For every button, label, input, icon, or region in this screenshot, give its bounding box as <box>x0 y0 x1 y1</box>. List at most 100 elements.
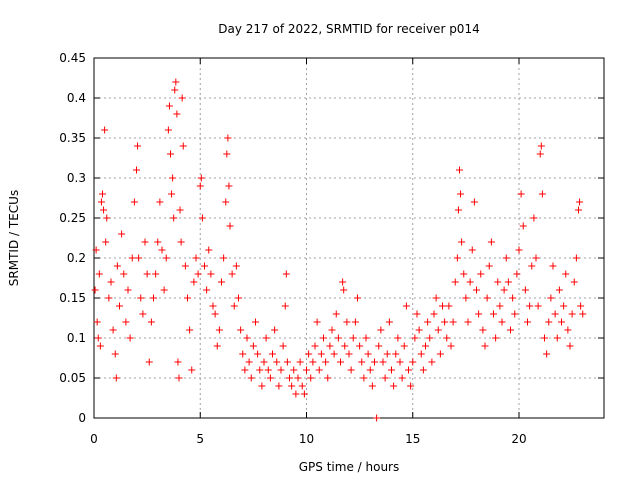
data-point <box>228 270 236 278</box>
data-point <box>394 334 402 342</box>
data-point <box>358 358 366 366</box>
x-axis-label: GPS time / hours <box>299 460 400 474</box>
data-point <box>385 318 393 326</box>
data-point <box>324 374 332 382</box>
data-point <box>322 358 330 366</box>
data-point <box>266 374 274 382</box>
data-point <box>555 286 563 294</box>
data-point <box>447 342 455 350</box>
y-tick-label: 0.2 <box>67 251 86 265</box>
data-point <box>118 230 126 238</box>
data-point <box>490 310 497 318</box>
data-point <box>165 102 173 110</box>
data-point <box>462 294 470 302</box>
data-point <box>137 294 145 302</box>
data-point <box>320 334 327 342</box>
data-point <box>498 318 506 326</box>
data-point <box>436 350 444 358</box>
data-point <box>466 278 474 286</box>
data-point <box>269 350 276 358</box>
grid-lines <box>94 58 604 418</box>
data-point <box>188 366 196 374</box>
data-point <box>260 358 268 366</box>
data-point <box>223 150 231 158</box>
data-point <box>222 198 230 206</box>
data-point <box>496 302 504 310</box>
data-point <box>224 134 232 142</box>
data-point <box>317 350 325 358</box>
data-point <box>95 270 103 278</box>
data-point <box>150 294 157 302</box>
data-point <box>551 310 559 318</box>
data-point <box>103 214 111 222</box>
data-point <box>186 326 194 334</box>
x-tick-label: 10 <box>299 432 314 446</box>
data-point <box>340 286 348 294</box>
data-point <box>181 262 189 270</box>
data-point <box>113 262 121 270</box>
y-tick-label: 0.15 <box>59 291 86 305</box>
data-point <box>126 334 134 342</box>
data-point <box>173 110 181 118</box>
data-point <box>515 246 523 254</box>
data-point <box>430 310 438 318</box>
data-point <box>388 366 395 374</box>
data-point <box>572 254 580 262</box>
data-point <box>309 358 317 366</box>
data-point <box>275 382 283 390</box>
data-point <box>362 334 370 342</box>
data-point <box>112 374 120 382</box>
data-point <box>337 358 344 366</box>
x-axis: 0 5 10 15 20 <box>90 58 527 446</box>
data-point <box>235 294 242 302</box>
data-point <box>487 238 495 246</box>
data-point <box>247 374 255 382</box>
data-point <box>371 358 378 366</box>
data-point <box>449 318 457 326</box>
data-point <box>290 366 298 374</box>
data-point <box>545 318 553 326</box>
data-point <box>271 326 279 334</box>
data-point <box>105 294 113 302</box>
data-point <box>458 238 466 246</box>
data-point <box>143 270 151 278</box>
data-point <box>494 278 502 286</box>
data-point <box>201 262 208 270</box>
data-point <box>239 350 247 358</box>
data-point <box>277 366 285 374</box>
data-point <box>424 318 432 326</box>
y-tick-label: 0.1 <box>67 331 86 345</box>
data-point <box>225 182 233 190</box>
data-point <box>396 358 404 366</box>
data-point <box>379 358 387 366</box>
data-point <box>477 270 485 278</box>
data-point <box>538 190 546 198</box>
data-point <box>422 342 429 350</box>
data-point <box>197 174 205 182</box>
data-point <box>377 326 385 334</box>
data-point <box>237 326 245 334</box>
data-point <box>313 318 321 326</box>
data-point <box>502 254 510 262</box>
data-point <box>128 254 136 262</box>
data-point <box>241 366 249 374</box>
data-point <box>245 358 253 366</box>
data-point <box>254 350 262 358</box>
data-point <box>94 334 102 342</box>
data-point <box>528 262 536 270</box>
y-tick-label: 0.25 <box>59 211 86 225</box>
data-point <box>562 270 570 278</box>
data-point <box>470 198 478 206</box>
data-point <box>203 286 211 294</box>
data-point <box>343 318 351 326</box>
data-point <box>443 334 451 342</box>
data-point <box>417 350 425 358</box>
data-point <box>158 246 166 254</box>
data-point <box>543 350 551 358</box>
data-point <box>453 254 461 262</box>
y-tick-label: 0.05 <box>59 371 86 385</box>
data-point <box>579 310 587 318</box>
data-point <box>230 302 238 310</box>
data-point <box>93 318 101 326</box>
